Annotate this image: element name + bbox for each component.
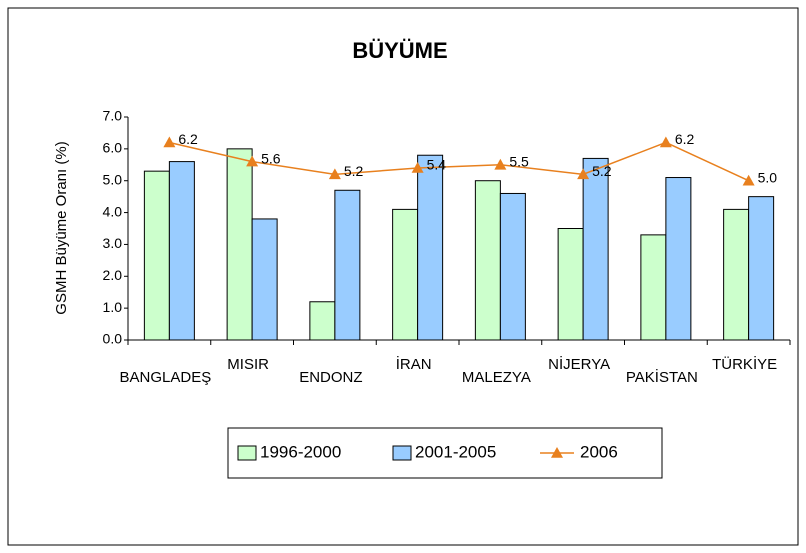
- bar: [143, 170, 170, 341]
- bar: [499, 192, 526, 341]
- line-marker: [494, 158, 507, 170]
- data-label: 5.0: [758, 169, 778, 185]
- legend-label: 1996-2000: [260, 442, 341, 461]
- x-tick-label: PAKİSTAN: [626, 368, 698, 386]
- data-label: 6.2: [675, 131, 695, 147]
- y-tick-label: 4.0: [103, 203, 123, 219]
- bar: [640, 234, 667, 341]
- line-marker: [163, 136, 176, 148]
- x-tick-label: MISIR: [227, 356, 269, 373]
- legend-swatch: [392, 445, 412, 461]
- bar: [168, 161, 195, 341]
- line-marker: [659, 136, 672, 148]
- x-tick-label: ENDONZ: [299, 369, 362, 386]
- chart-title: BÜYÜME: [352, 38, 447, 63]
- bar: [309, 301, 336, 341]
- y-tick-label: 6.0: [103, 140, 123, 156]
- y-tick-label: 0.0: [103, 331, 123, 347]
- bar: [417, 154, 444, 341]
- data-label: 5.5: [509, 153, 529, 169]
- bar: [582, 157, 609, 341]
- legend-swatch: [237, 445, 257, 461]
- line-marker: [411, 161, 424, 173]
- bar: [557, 228, 584, 341]
- line-marker: [577, 168, 590, 180]
- legend-marker: [551, 447, 563, 458]
- y-tick-label: 1.0: [103, 299, 123, 315]
- bar: [392, 208, 419, 341]
- bar: [474, 180, 501, 341]
- legend-label: 2006: [580, 442, 618, 461]
- y-tick-label: 2.0: [103, 267, 123, 283]
- bar: [226, 148, 253, 341]
- x-tick-label: NİJERYA: [548, 355, 610, 373]
- data-label: 5.6: [261, 150, 281, 166]
- line-series: [169, 141, 749, 182]
- y-axis-label: GSMH Büyüme Oranı (%): [53, 141, 70, 314]
- bar: [251, 218, 278, 341]
- line-marker: [742, 174, 755, 186]
- line-marker: [246, 155, 259, 167]
- x-tick-label: BANGLADEŞ: [120, 369, 212, 386]
- legend-label: 2001-2005: [415, 442, 496, 461]
- y-tick-label: 3.0: [103, 235, 123, 251]
- data-label: 5.4: [427, 157, 447, 173]
- y-tick-label: 5.0: [103, 171, 123, 187]
- data-label: 5.2: [344, 163, 364, 179]
- x-tick-label: TÜRKİYE: [712, 355, 777, 373]
- bar: [665, 177, 692, 341]
- legend-box: [227, 427, 663, 479]
- bar: [748, 196, 775, 341]
- data-label: 5.2: [592, 163, 612, 179]
- x-tick-label: İRAN: [396, 355, 432, 373]
- x-tick-label: MALEZYA: [462, 369, 531, 386]
- line-marker: [328, 168, 341, 180]
- y-tick-label: 7.0: [103, 108, 123, 124]
- bar: [334, 189, 361, 341]
- data-label: 6.2: [178, 131, 198, 147]
- bar: [723, 208, 750, 341]
